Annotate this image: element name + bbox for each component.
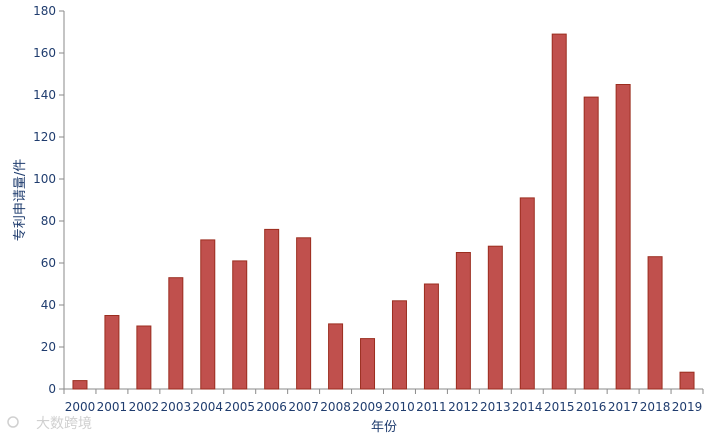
bar-2019 — [679, 371, 695, 390]
y-tick-label: 160 — [33, 46, 56, 60]
y-tick-label: 140 — [33, 88, 56, 102]
x-tick-label: 2003 — [161, 400, 192, 414]
bar-2009 — [360, 338, 376, 390]
x-tick-label: 2019 — [672, 400, 703, 414]
x-tick-label: 2018 — [640, 400, 671, 414]
bar-2012 — [455, 252, 471, 390]
watermark: 大数跨境 — [7, 416, 92, 432]
x-tick-label: 2016 — [576, 400, 607, 414]
y-axis-title: 专利申请量/件 — [13, 159, 28, 241]
x-axis-title: 年份 — [371, 420, 397, 435]
bar-2011 — [423, 283, 439, 390]
x-tick-label: 2002 — [129, 400, 160, 414]
x-tick-label: 2004 — [193, 400, 224, 414]
y-tick-label: 60 — [41, 256, 56, 270]
x-tick-label: 2013 — [480, 400, 511, 414]
bar-2014 — [519, 197, 535, 390]
x-axis: 2000 2001 2002 2003 2004 2005 2006 2007 2008 2009… — [63, 388, 704, 414]
bar-2003 — [168, 277, 184, 390]
y-tick-label: 0 — [48, 382, 56, 396]
bar-2015 — [551, 33, 567, 390]
x-tick-label: 2011 — [416, 400, 447, 414]
x-tick-label: 2015 — [544, 400, 575, 414]
bar-2005 — [232, 260, 248, 390]
bar-2007 — [296, 237, 312, 390]
y-tick-label: 120 — [33, 130, 56, 144]
y-tick-label: 80 — [41, 214, 56, 228]
x-tick-label: 2007 — [288, 400, 319, 414]
y-tick-label: 100 — [33, 172, 56, 186]
x-tick-label: 2006 — [256, 400, 287, 414]
bar-2006 — [264, 228, 280, 390]
bar-2004 — [200, 239, 216, 390]
watermark-logo-icon — [7, 416, 19, 428]
x-tick-label: 2010 — [384, 400, 415, 414]
x-tick-label: 2017 — [608, 400, 639, 414]
y-tick-label: 20 — [41, 340, 56, 354]
bar-2018 — [647, 256, 663, 390]
bar-2000 — [72, 380, 88, 390]
x-tick-label: 2005 — [224, 400, 255, 414]
x-tick-label: 2014 — [512, 400, 543, 414]
bar-2001 — [104, 315, 120, 390]
x-tick-label: 2008 — [320, 400, 351, 414]
bar-2010 — [391, 300, 407, 390]
bar-2017 — [615, 84, 631, 390]
bar-2002 — [136, 325, 152, 390]
bar-2016 — [583, 96, 599, 390]
x-tick-label: 2012 — [448, 400, 479, 414]
watermark-text: 大数跨境 — [36, 416, 92, 432]
y-tick-label: 180 — [33, 4, 56, 18]
bar-2013 — [487, 245, 503, 390]
x-tick-label: 2000 — [65, 400, 96, 414]
bar-2008 — [328, 323, 344, 390]
x-tick-label: 2001 — [97, 400, 128, 414]
y-tick-label: 40 — [41, 298, 56, 312]
y-axis: 0 20 40 60 80 100 120 140 160 180 — [33, 4, 65, 396]
bars — [72, 33, 695, 390]
x-tick-label: 2009 — [352, 400, 383, 414]
